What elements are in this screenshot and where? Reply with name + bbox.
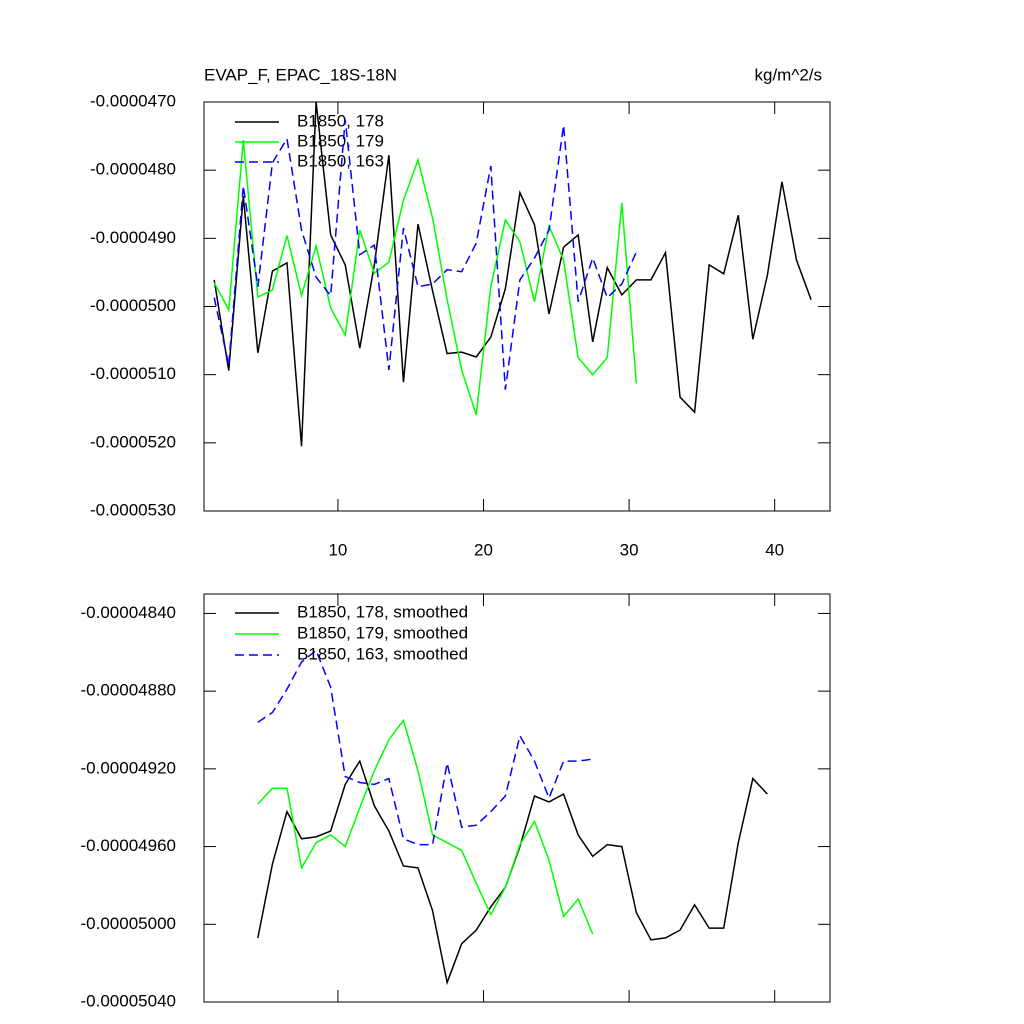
y-tick-label: -0.00005040 [81, 991, 176, 1010]
legend-label: B1850, 163 [297, 151, 384, 170]
y-tick-label: -0.0000490 [90, 228, 176, 247]
series-line [257, 718, 594, 935]
y-tick-label: -0.00004960 [81, 836, 176, 855]
series-line [213, 140, 638, 416]
y-tick-label: -0.0000500 [90, 296, 176, 315]
units-label: kg/m^2/s [755, 65, 823, 84]
legend-label: B1850, 179, smoothed [297, 623, 468, 642]
chart-title: EVAP_F, EPAC_18S-18N [204, 65, 397, 84]
y-tick-label: -0.0000470 [90, 91, 176, 110]
y-tick-label: -0.00004840 [81, 603, 176, 622]
series-line [213, 101, 812, 447]
x-tick-label: 10 [328, 540, 347, 559]
y-tick-label: -0.0000520 [90, 432, 176, 451]
legend-label: B1850, 178, smoothed [297, 602, 468, 621]
y-tick-label: -0.00004920 [81, 758, 176, 777]
y-tick-label: -0.0000510 [90, 364, 176, 383]
series-line [257, 759, 768, 986]
legend-label: B1850, 178 [297, 111, 384, 130]
x-tick-label: 40 [765, 540, 784, 559]
legend-label: B1850, 179 [297, 131, 384, 150]
x-tick-label: 30 [620, 540, 639, 559]
legend-label: B1850, 163, smoothed [297, 644, 468, 663]
x-tick-label: 20 [474, 540, 493, 559]
series-line [213, 119, 638, 390]
plot-frame [203, 593, 831, 1003]
y-tick-label: -0.0000530 [90, 500, 176, 519]
y-tick-label: -0.00004880 [81, 681, 176, 700]
y-tick-label: -0.0000480 [90, 160, 176, 179]
y-tick-label: -0.00005000 [81, 914, 176, 933]
series-line [257, 649, 593, 846]
